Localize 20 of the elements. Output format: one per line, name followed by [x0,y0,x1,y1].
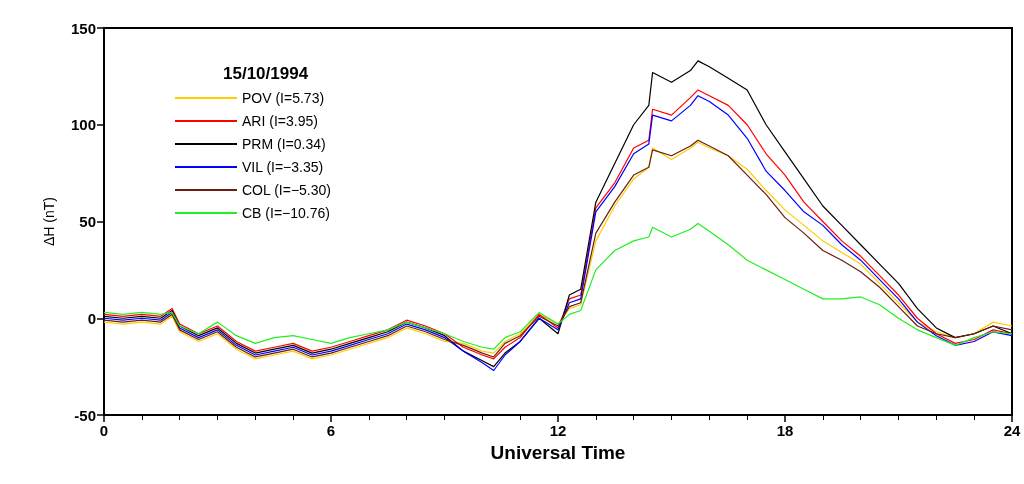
legend-label: COL (I=−5.30) [242,182,331,198]
legend-label: VIL (I=−3.35) [242,159,324,175]
legend-title: 15/10/1994 [223,64,309,83]
y-tick-label: 50 [79,213,96,230]
x-tick-label: 12 [549,422,567,439]
y-tick-label: 100 [70,116,96,134]
y-tick-label: -50 [74,406,96,424]
x-tick-label: 0 [99,422,109,439]
legend-label: PRM (I=0.34) [242,136,326,152]
legend-label: CB (I=−10.76) [242,205,330,221]
y-tick-label: 150 [70,19,96,37]
legend-label: ARI (I=3.95) [242,113,318,129]
x-tick-label: 24 [1003,422,1021,439]
x-axis-title: Universal Time [490,442,626,463]
y-tick-label: 0 [87,309,96,327]
x-tick-label: 6 [326,422,336,439]
x-tick-label: 18 [776,422,794,439]
line-series [103,222,1013,350]
y-axis-title: ΔH (nT) [41,196,57,247]
legend-label: POV (I=5.73) [242,90,325,106]
